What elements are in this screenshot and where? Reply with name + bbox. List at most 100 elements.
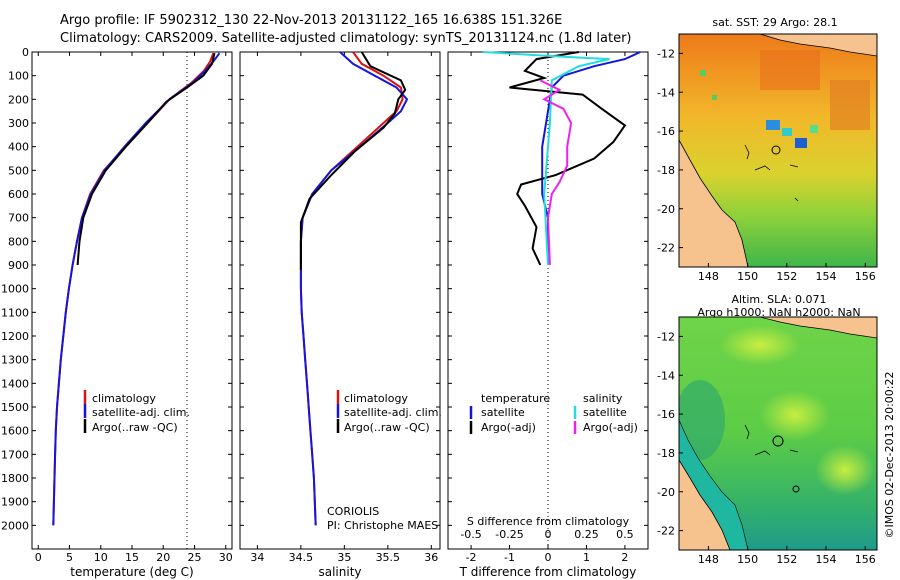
- x-tick-label: 5: [66, 551, 73, 564]
- sst-cool-patch: [700, 70, 706, 76]
- coriolis-label: CORIOLIS: [327, 505, 379, 518]
- legend-label: satellite: [481, 406, 525, 419]
- y-tick-label: 700: [8, 212, 29, 225]
- legend-label: Argo(..raw -QC): [92, 421, 178, 434]
- map-y-tick-label: -12: [657, 47, 675, 60]
- header-line-1: Argo profile: IF 5902312_130 22-Nov-2013…: [60, 13, 562, 28]
- y-tick-label: 2000: [1, 519, 29, 532]
- x-top-tick-label: -0.25: [495, 528, 523, 541]
- sla-feature-marker: [792, 485, 800, 493]
- legend-label: satellite-adj. clim.: [344, 406, 442, 419]
- x-tick-label: 1: [583, 551, 590, 564]
- map-y-tick-label: -22: [657, 525, 675, 538]
- y-tick-label: 300: [8, 117, 29, 130]
- y-tick-label: 600: [8, 188, 29, 201]
- imos-credit: ©IMOS 02-Dec-2013 20:00:22: [883, 372, 896, 539]
- legend-label: satellite-adj. clim.: [92, 406, 190, 419]
- y-tick-label: 100: [8, 70, 29, 83]
- axis-ticks: 0100200300400500600700800900100011001200…: [1, 46, 648, 564]
- x-tick-label: 34.5: [289, 551, 314, 564]
- map-y-tick-label: -18: [657, 447, 675, 460]
- map-x-tick-label: 152: [776, 270, 797, 283]
- sla-map-ticks: 148 150 152 154 156 -12 -14 -16 -18 -20 -22: [657, 330, 876, 566]
- map-x-tick-label: 156: [855, 270, 876, 283]
- difference-xlabel-top: S difference from climatology: [467, 515, 630, 528]
- y-tick-label: 400: [8, 141, 29, 154]
- sla-high: [815, 445, 875, 495]
- y-tick-label: 1900: [1, 496, 29, 509]
- difference-legend: temperature salinity satellite Argo(-adj…: [469, 392, 638, 434]
- y-tick-label: 800: [8, 235, 29, 248]
- x-top-tick-label: 0: [545, 528, 552, 541]
- sla-low: [679, 380, 725, 460]
- map-x-tick-label: 156: [855, 553, 876, 566]
- y-tick-label: 1200: [1, 330, 29, 343]
- y-tick-label: 1400: [1, 377, 29, 390]
- x-top-tick-label: 0.5: [616, 528, 634, 541]
- sst-cool-patch: [810, 125, 818, 133]
- x-tick-label: 34: [250, 551, 264, 564]
- x-tick-label: -1: [504, 551, 515, 564]
- sst-cool-patch: [795, 138, 807, 148]
- y-tick-label: 1700: [1, 448, 29, 461]
- map-y-tick-label: -14: [657, 86, 675, 99]
- y-tick-label: 0: [22, 46, 29, 59]
- x-tick-label: 10: [94, 551, 108, 564]
- x-tick-label: 20: [156, 551, 170, 564]
- salinity-xlabel: salinity: [318, 565, 361, 579]
- y-tick-label: 900: [8, 259, 29, 272]
- sla-high: [760, 390, 830, 440]
- sst-map: [679, 34, 877, 267]
- sla-map: [679, 317, 877, 550]
- temperature-xlabel: temperature (deg C): [70, 565, 193, 579]
- series-line-argo: [76, 52, 216, 266]
- x-tick-label: 25: [188, 551, 202, 564]
- x-tick-label: 35.5: [376, 551, 401, 564]
- sst-map-title: sat. SST: 29 Argo: 28.1: [712, 16, 837, 29]
- legend-title-salinity: salinity: [583, 392, 623, 405]
- x-tick-label: 36: [424, 551, 438, 564]
- y-tick-label: 1600: [1, 425, 29, 438]
- legend-title-temperature: temperature: [481, 392, 550, 405]
- difference-xlabel: T difference from climatology: [459, 565, 637, 579]
- legend-label: climatology: [92, 392, 156, 405]
- x-tick-label: 15: [125, 551, 139, 564]
- argo-position-marker: [771, 145, 781, 155]
- sst-cool-patch: [712, 95, 717, 100]
- map-y-tick-label: -16: [657, 408, 675, 421]
- map-x-tick-label: 154: [816, 553, 837, 566]
- y-tick-label: 200: [8, 93, 29, 106]
- map-x-tick-label: 150: [737, 270, 758, 283]
- series-line-climatology: [52, 52, 215, 526]
- map-x-tick-label: 148: [698, 553, 719, 566]
- png-coast-sla: [759, 317, 877, 339]
- salinity-panel-frame: [239, 51, 441, 550]
- map-y-tick-label: -22: [657, 242, 675, 255]
- series-line-s-satellite: [482, 51, 610, 266]
- x-tick-label: 35: [337, 551, 351, 564]
- x-tick-label: 0: [35, 551, 42, 564]
- reef-outline: [744, 144, 799, 202]
- y-tick-label: 1000: [1, 283, 29, 296]
- x-tick-label: 0: [545, 551, 552, 564]
- map-y-tick-label: -12: [657, 330, 675, 343]
- y-tick-label: 1300: [1, 354, 29, 367]
- series-line-satellite-adj-clim-: [299, 51, 409, 526]
- x-top-tick-label: 0.25: [574, 528, 599, 541]
- map-y-tick-label: -20: [657, 203, 675, 216]
- map-x-tick-label: 154: [816, 270, 837, 283]
- legend-label: Argo(-adj): [583, 421, 638, 434]
- sla-map-frame: [678, 316, 878, 551]
- australia-land-sla: [679, 459, 731, 550]
- series-line-s-argo: [539, 79, 573, 266]
- x-tick-label: -2: [466, 551, 477, 564]
- series-line-t-argo: [509, 51, 627, 266]
- temperature-panel-frame: [31, 51, 233, 550]
- y-tick-label: 1100: [1, 306, 29, 319]
- sst-map-ticks: 148 150 152 154 156 -12 -14 -16 -18 -20 -22: [657, 47, 876, 283]
- salinity-legend: climatology satellite-adj. clim. Argo(..…: [336, 390, 442, 434]
- map-x-tick-label: 150: [737, 553, 758, 566]
- legend-label: Argo(..raw -QC): [344, 421, 430, 434]
- sla-map-title-2: Argo h1000: NaN h2000: NaN: [697, 306, 860, 319]
